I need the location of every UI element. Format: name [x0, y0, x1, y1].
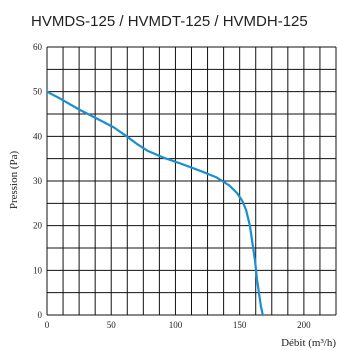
y-tick-label: 10 — [33, 265, 43, 275]
x-axis-label: Débit (m³/h) — [281, 337, 336, 349]
y-tick-label: 60 — [33, 42, 43, 52]
y-axis-label: Pression (Pa) — [8, 150, 20, 209]
tick-labels: 0 50 100 150 200 0 10 20 30 40 50 60 — [33, 42, 311, 330]
y-tick-label: 0 — [38, 310, 43, 320]
y-tick-label: 50 — [33, 87, 43, 97]
y-tick-label: 40 — [33, 131, 43, 141]
chart-title: HVMDS-125 / HVMDT-125 / HVMDH-125 — [31, 13, 308, 30]
x-tick-label: 100 — [169, 320, 183, 330]
grid — [46, 46, 337, 316]
x-tick-label: 0 — [45, 320, 50, 330]
x-tick-label: 50 — [107, 320, 117, 330]
y-tick-label: 20 — [33, 221, 43, 231]
x-tick-label: 200 — [297, 320, 311, 330]
x-tick-label: 150 — [233, 320, 247, 330]
series-line — [45, 90, 264, 317]
y-tick-label: 30 — [33, 176, 43, 186]
series-group — [45, 90, 264, 317]
